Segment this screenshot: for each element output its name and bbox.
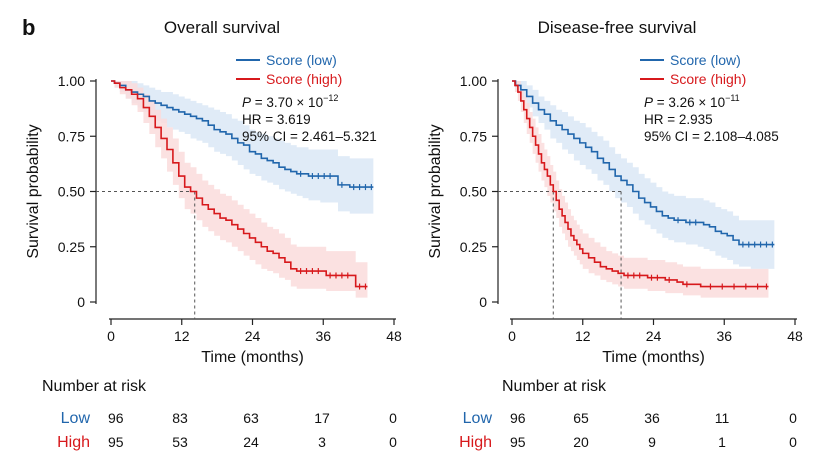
risk-table: Number at risk Low 96 65 36 11 0 High 95 20 9 1 0 xyxy=(459,378,797,451)
stats-value: = 3.26 × 10 xyxy=(653,95,725,110)
legend-label-high: Score (high) xyxy=(670,71,746,87)
y-tick-label: 0.50 xyxy=(58,184,85,200)
y-tick-label: 1.00 xyxy=(460,73,487,89)
risk-value: 83 xyxy=(172,410,188,426)
risk-table-title: Number at risk xyxy=(42,378,147,395)
stats-value: = 3.70 × 10 xyxy=(251,95,323,110)
p-value-symbol: P xyxy=(644,95,653,110)
survival-curve-high xyxy=(512,80,769,288)
legend-label-low: Score (low) xyxy=(670,52,741,68)
x-tick-label: 12 xyxy=(575,328,591,344)
x-tick-label: 36 xyxy=(716,328,732,344)
p-value-exponent: −11 xyxy=(725,93,740,103)
stats-annotation: HR = 3.619 xyxy=(242,112,311,127)
risk-table-title: Number at risk xyxy=(502,378,607,395)
panel-label: b xyxy=(22,15,35,40)
y-tick-label: 1.00 xyxy=(58,73,85,89)
survival-curve-low xyxy=(111,80,374,188)
x-tick-label: 48 xyxy=(787,328,803,344)
risk-value: 1 xyxy=(718,434,726,450)
x-tick-label: 24 xyxy=(245,328,261,344)
chart-panel-1: Overall survival Survival probability 0 0.2… xyxy=(25,18,402,451)
legend-label-high: Score (high) xyxy=(266,71,342,87)
stats-value: 95% CI = 2.461–5.321 xyxy=(242,129,377,144)
x-axis-label: Time (months) xyxy=(602,349,705,366)
stats-annotation: HR = 2.935 xyxy=(644,112,713,127)
y-tick-label: 0.75 xyxy=(58,128,85,144)
risk-value: 3 xyxy=(318,434,326,450)
risk-value: 0 xyxy=(789,410,797,426)
risk-table: Number at risk Low 96 83 63 17 0 High 95 53 24 3 0 xyxy=(42,378,397,451)
risk-value: 0 xyxy=(789,434,797,450)
risk-value: 9 xyxy=(648,434,656,450)
survival-curve-high xyxy=(111,80,368,288)
stats-annotation: 95% CI = 2.108–4.085 xyxy=(644,129,779,144)
stats-annotation: P = 3.70 × 10−12 xyxy=(242,93,338,110)
risk-value: 65 xyxy=(573,410,589,426)
risk-row-label-high: High xyxy=(459,434,492,451)
y-tick-label: 0.25 xyxy=(460,239,487,255)
y-tick-label: 0.50 xyxy=(460,184,487,200)
panels: Overall survival Survival probability 0 0.2… xyxy=(25,18,803,451)
risk-value: 0 xyxy=(389,410,397,426)
x-tick-label: 0 xyxy=(107,328,115,344)
risk-value: 95 xyxy=(510,434,526,450)
y-axis-label: Survival probability xyxy=(427,124,444,258)
risk-value: 53 xyxy=(172,434,188,450)
risk-value: 36 xyxy=(644,410,660,426)
y-tick-label: 0.25 xyxy=(58,239,85,255)
risk-value: 24 xyxy=(243,434,259,450)
y-axis-label: Survival probability xyxy=(25,124,42,258)
axes: 0 0.25 0.50 0.75 1.00 0 12 24 36 48 xyxy=(58,73,402,344)
risk-value: 96 xyxy=(510,410,526,426)
stats-annotation: 95% CI = 2.461–5.321 xyxy=(242,129,377,144)
chart-title: Disease-free survival xyxy=(538,18,697,37)
risk-value: 0 xyxy=(389,434,397,450)
survival-curve-low xyxy=(512,80,775,246)
axes: 0 0.25 0.50 0.75 1.00 0 12 24 36 48 xyxy=(460,73,803,344)
risk-value: 95 xyxy=(108,434,124,450)
p-value-exponent: −12 xyxy=(323,93,338,103)
p-value-symbol: P xyxy=(242,95,251,110)
risk-value: 63 xyxy=(243,410,259,426)
risk-row-label-low: Low xyxy=(61,410,91,427)
chart-title: Overall survival xyxy=(164,18,280,37)
x-axis-label: Time (months) xyxy=(201,349,304,366)
risk-value: 20 xyxy=(573,434,589,450)
x-tick-label: 48 xyxy=(386,328,402,344)
confidence-band-low xyxy=(111,81,374,214)
stats-value: HR = 3.619 xyxy=(242,112,311,127)
risk-value: 17 xyxy=(314,410,330,426)
y-tick-label: 0 xyxy=(77,294,85,310)
risk-value: 96 xyxy=(108,410,124,426)
risk-row-label-low: Low xyxy=(463,410,493,427)
y-tick-label: 0 xyxy=(479,294,487,310)
stats-value: HR = 2.935 xyxy=(644,112,713,127)
stats-annotation: P = 3.26 × 10−11 xyxy=(644,93,740,110)
stats-value: 95% CI = 2.108–4.085 xyxy=(644,129,779,144)
risk-value: 11 xyxy=(715,410,730,426)
risk-row-label-high: High xyxy=(57,434,90,451)
confidence-band-low xyxy=(512,81,775,269)
legend-label-low: Score (low) xyxy=(266,52,337,68)
x-tick-label: 36 xyxy=(315,328,331,344)
x-tick-label: 0 xyxy=(508,328,516,344)
x-tick-label: 12 xyxy=(174,328,190,344)
x-tick-label: 24 xyxy=(646,328,662,344)
chart-panel-2: Disease-free survival Survival probabilit… xyxy=(427,18,803,451)
y-tick-label: 0.75 xyxy=(460,128,487,144)
